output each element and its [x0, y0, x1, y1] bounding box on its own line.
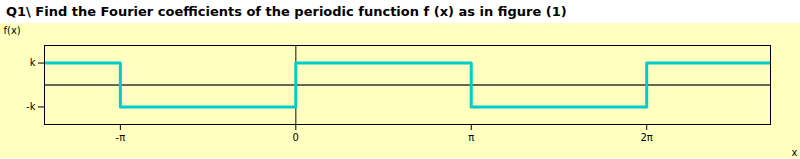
- svg-text:π: π: [468, 132, 474, 143]
- svg-text:x: x: [792, 147, 798, 158]
- svg-text:0: 0: [293, 132, 299, 143]
- svg-text:-π: -π: [116, 132, 126, 143]
- html-text:Q1\ Find the Fourier coefficie: Q1\ Find the Fourier coefficients of the…: [6, 4, 567, 19]
- svg-text:-k: -k: [26, 101, 36, 112]
- svg-text:k: k: [30, 57, 36, 68]
- svg-text:2π: 2π: [641, 132, 653, 143]
- svg-text:f(x): f(x): [4, 25, 21, 36]
